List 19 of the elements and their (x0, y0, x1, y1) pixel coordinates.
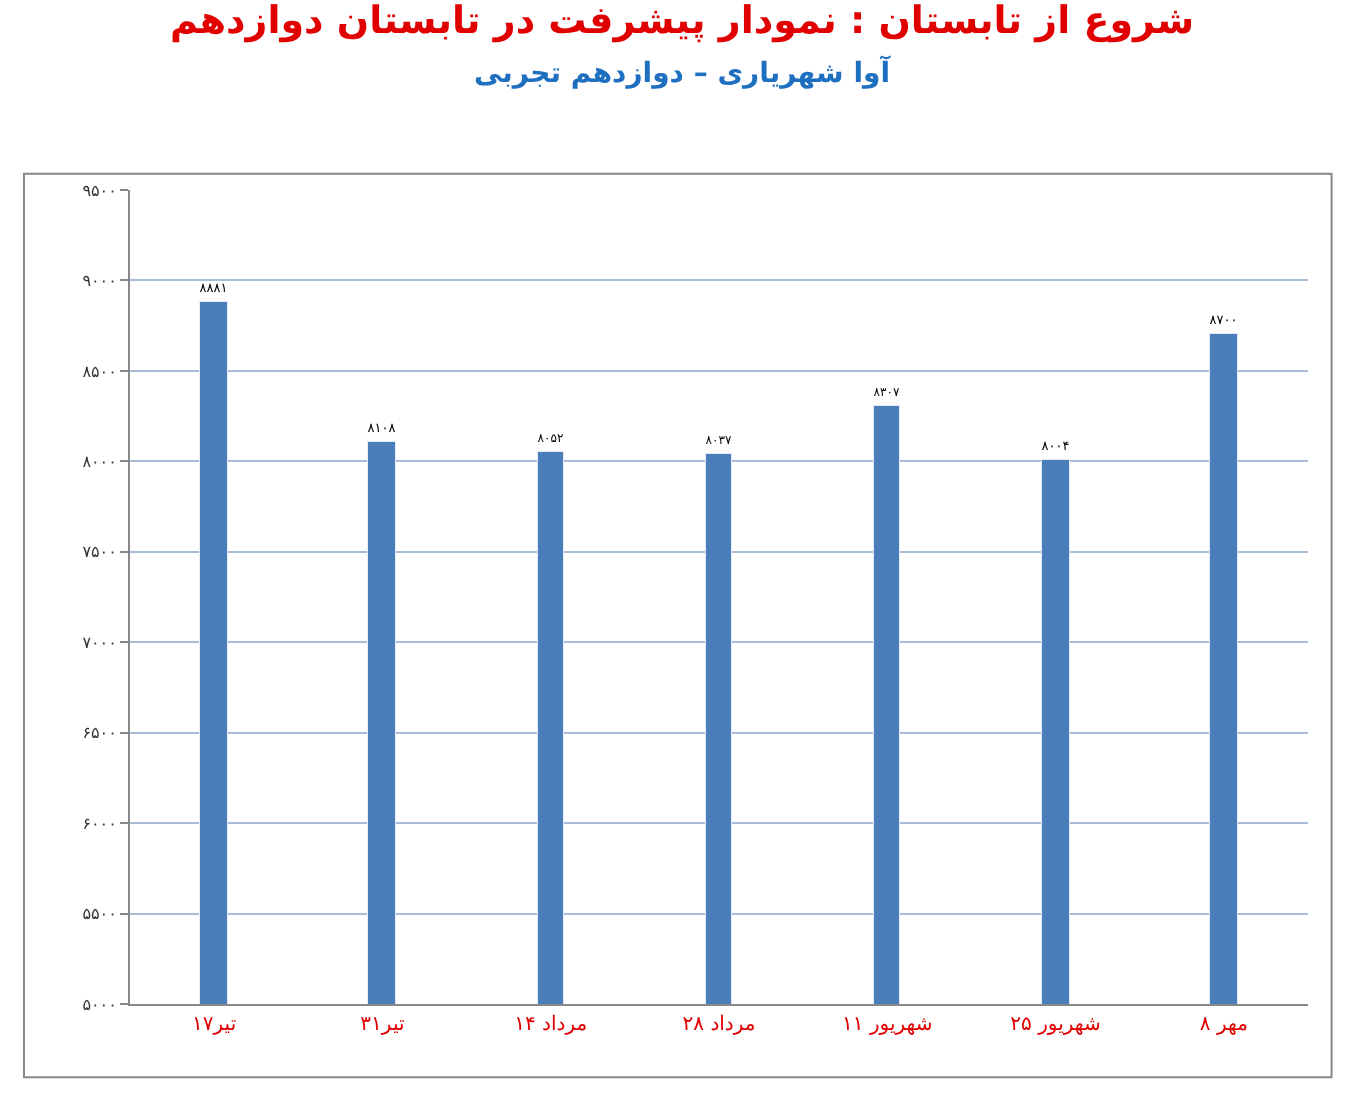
y-tick-label: ۸۵۰۰ (82, 362, 117, 381)
y-tick-label: ۵۰۰۰ (82, 995, 117, 1014)
x-tick-label: ۱۱ شهریور (842, 1014, 933, 1036)
x-tick-label: ۲۵ شهریور (1010, 1014, 1101, 1036)
y-tick-label: ۵۵۰۰ (82, 905, 117, 924)
x-tick-label: ۱۷تیر (192, 1014, 237, 1036)
chart-title: شروع از تابستان : نمودار پیشرفت در تابستان دوازدهم (169, 0, 1195, 43)
y-tick-label: ۷۵۰۰ (82, 543, 117, 562)
chart-subtitle: آوا شهریاری – دوازدهم تجربی (473, 54, 893, 91)
x-tick-label: ۳۱تیر (360, 1014, 405, 1036)
x-tick-label: ۱۴ مرداد (514, 1014, 588, 1036)
y-tick-label: ۶۰۰۰ (82, 814, 117, 833)
y-tick-label: ۹۰۰۰ (82, 272, 117, 291)
y-tick-label: ۷۰۰۰ (82, 633, 117, 652)
y-tick-label: ۹۵۰۰ (82, 181, 117, 200)
x-tick-label: ۲۸ مرداد (682, 1014, 756, 1036)
x-tick-label: ۸ مهر (1199, 1014, 1248, 1036)
y-tick-label: ۸۰۰۰ (82, 452, 117, 471)
y-tick-label: ۶۵۰۰ (82, 724, 117, 743)
